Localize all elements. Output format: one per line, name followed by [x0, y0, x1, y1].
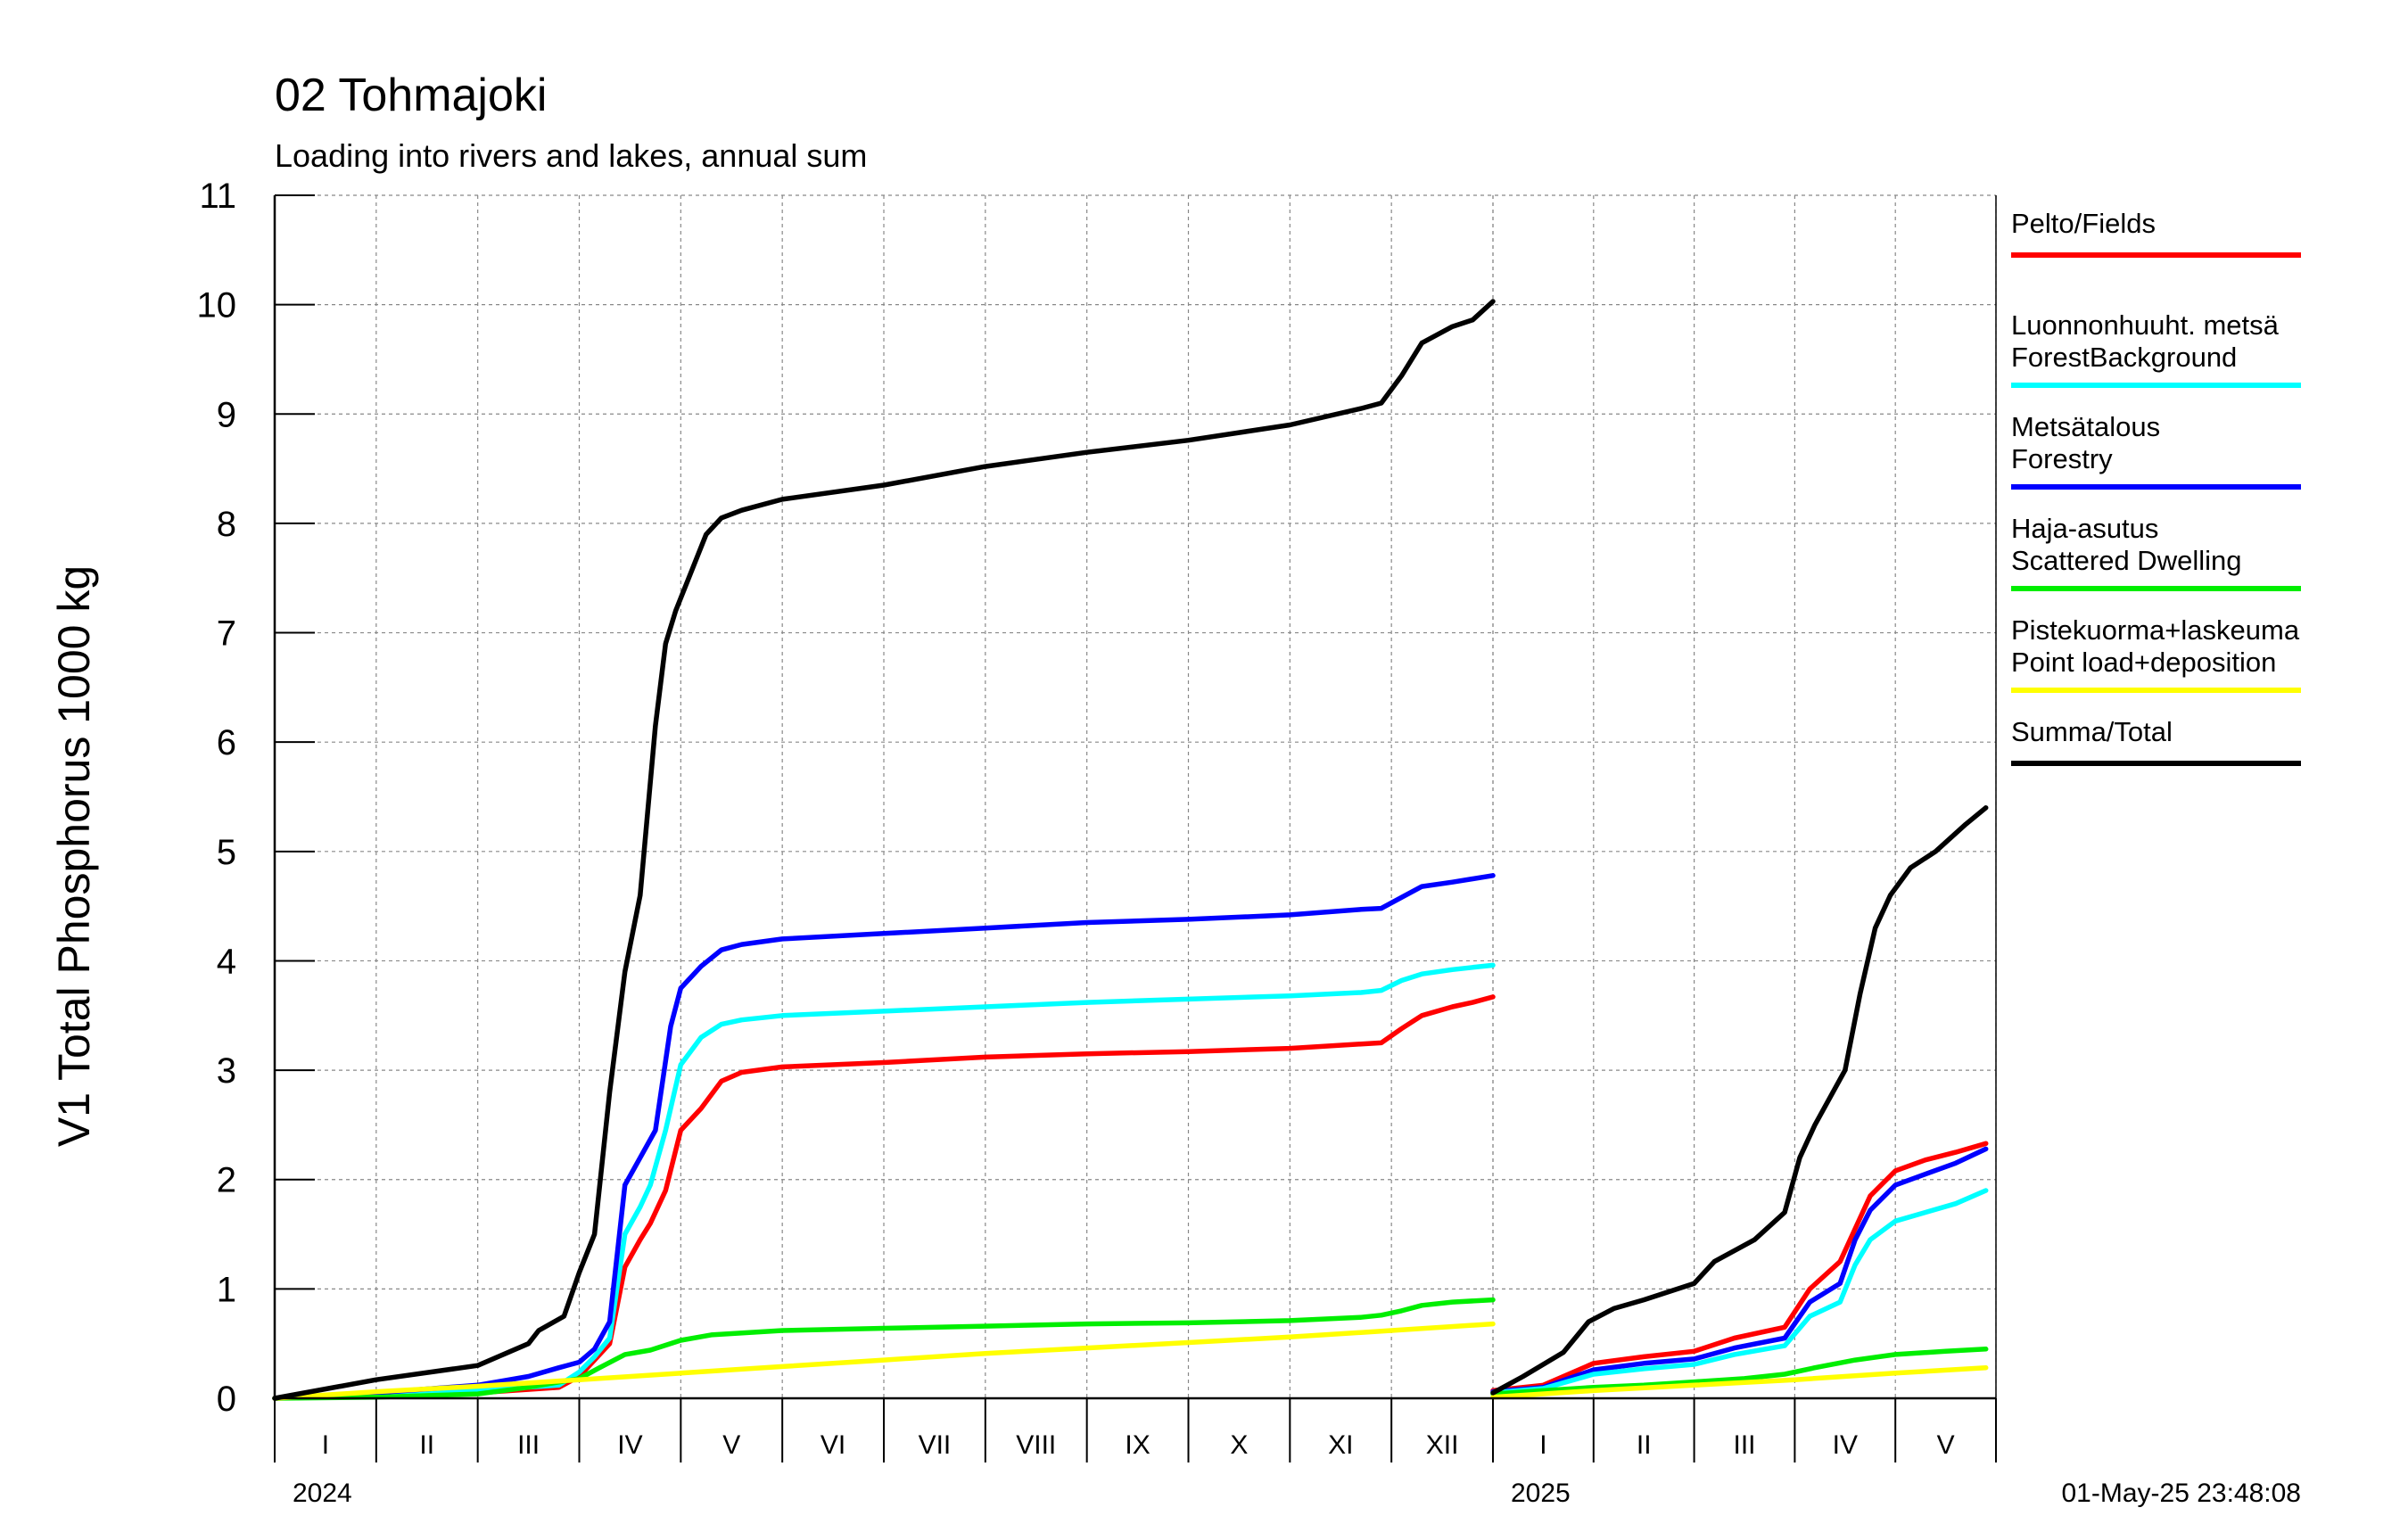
y-tick-label: 0	[217, 1380, 236, 1419]
month-label: XI	[1328, 1430, 1353, 1460]
chart-subtitle: Loading into rivers and lakes, annual su…	[275, 137, 867, 174]
grid	[274, 194, 1997, 1399]
series-line-total-2025	[1490, 805, 1989, 1396]
series-line-point_load-2024	[272, 1321, 1496, 1401]
series-line-point_load-2025	[1490, 1364, 1989, 1400]
y-tick-label: 11	[199, 177, 236, 216]
timestamp: 01-May-25 23:48:08	[2061, 1479, 2301, 1508]
legend-label-fields: Pelto/Fields	[2011, 208, 2156, 239]
legend: Pelto/Fields Luonnonhuuht. metsäForestBac…	[2011, 208, 2301, 766]
legend-label-point_load-en: Point load+deposition	[2011, 647, 2276, 678]
month-label: III	[1733, 1430, 1755, 1460]
y-tick-label: 3	[217, 1051, 236, 1091]
y-tick-label: 7	[217, 614, 236, 654]
month-label: V	[1937, 1430, 1955, 1460]
year-label: 2025	[1511, 1479, 1571, 1508]
month-label: XII	[1426, 1430, 1459, 1460]
y-axis-label: V1 Total Phosphorus 1000 kg	[49, 565, 99, 1147]
y-tick-label: 1	[217, 1270, 236, 1309]
month-label: VIII	[1016, 1430, 1056, 1460]
chart-title: 02 Tohmajoki	[275, 70, 547, 121]
legend-label-scattered_dwelling: Haja-asutus	[2011, 513, 2158, 544]
legend-label-forest_background: Luonnonhuuht. metsä	[2011, 309, 2280, 341]
y-tick-label: 10	[197, 286, 237, 325]
year-label: 2024	[293, 1479, 352, 1508]
month-label: VI	[821, 1430, 845, 1460]
y-tick-label: 2	[217, 1161, 236, 1200]
y-tick-label: 9	[217, 395, 236, 434]
month-label: I	[322, 1430, 329, 1460]
y-tick-label: 6	[217, 723, 236, 762]
month-label: IV	[1833, 1430, 1858, 1460]
series-line-scattered_dwelling-2025	[1490, 1347, 1989, 1397]
legend-label-point_load: Pistekuorma+laskeuma	[2011, 614, 2300, 646]
legend-label-scattered_dwelling-en: Scattered Dwelling	[2011, 545, 2241, 576]
month-label: I	[1539, 1430, 1546, 1460]
legend-label-forestry-en: Forestry	[2011, 443, 2113, 474]
series-lines	[272, 299, 1989, 1401]
series-line-scattered_dwelling-2024	[272, 1297, 1496, 1401]
series-line-fields-2024	[272, 994, 1496, 1401]
month-label: II	[1637, 1430, 1652, 1460]
y-tick-label: 8	[217, 505, 236, 544]
legend-label-forestry: Metsätalous	[2011, 411, 2160, 442]
month-label: II	[419, 1430, 434, 1460]
month-label: X	[1230, 1430, 1248, 1460]
month-label: IX	[1125, 1430, 1150, 1460]
series-line-forest_background-2025	[1490, 1188, 1989, 1396]
series-line-forest_background-2024	[272, 962, 1496, 1401]
series-line-forestry-2025	[1490, 1146, 1989, 1395]
legend-label-total: Summa/Total	[2011, 716, 2173, 747]
y-tick-label: 5	[217, 833, 236, 872]
series-line-total-2024	[272, 299, 1496, 1401]
month-label: VII	[919, 1430, 952, 1460]
month-label: IV	[617, 1430, 642, 1460]
month-label: V	[722, 1430, 740, 1460]
y-tick-label: 4	[217, 942, 236, 981]
legend-label-forest_background-en: ForestBackground	[2011, 342, 2237, 373]
series-line-forestry-2024	[272, 873, 1496, 1401]
month-label: III	[517, 1430, 540, 1460]
series-line-fields-2025	[1490, 1141, 1989, 1394]
